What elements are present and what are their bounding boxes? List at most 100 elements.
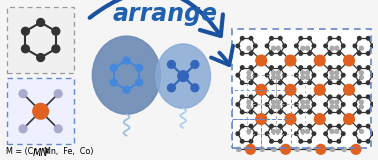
Circle shape	[249, 95, 253, 99]
Circle shape	[335, 76, 339, 80]
Circle shape	[249, 81, 253, 84]
Circle shape	[301, 71, 305, 75]
Circle shape	[324, 73, 327, 77]
Circle shape	[110, 64, 117, 71]
Circle shape	[123, 86, 130, 93]
FancyArrowPatch shape	[211, 46, 233, 65]
Circle shape	[330, 105, 334, 109]
Circle shape	[279, 36, 282, 40]
Circle shape	[285, 84, 296, 95]
Circle shape	[191, 60, 199, 68]
Circle shape	[359, 46, 363, 50]
Circle shape	[283, 73, 287, 77]
Circle shape	[330, 46, 334, 50]
Circle shape	[54, 90, 62, 98]
Circle shape	[37, 19, 45, 26]
Circle shape	[305, 105, 310, 109]
Circle shape	[240, 66, 244, 69]
Circle shape	[271, 46, 276, 50]
Circle shape	[358, 124, 361, 128]
Circle shape	[351, 144, 361, 154]
Circle shape	[335, 46, 339, 50]
Circle shape	[240, 36, 244, 40]
Circle shape	[260, 147, 264, 152]
Circle shape	[271, 76, 276, 80]
FancyArrowPatch shape	[90, 0, 223, 36]
Circle shape	[366, 36, 370, 40]
Circle shape	[301, 105, 305, 109]
Circle shape	[37, 54, 45, 61]
FancyBboxPatch shape	[8, 7, 74, 73]
Circle shape	[272, 147, 276, 152]
Circle shape	[305, 46, 310, 50]
Circle shape	[337, 95, 341, 99]
Circle shape	[308, 140, 311, 143]
Circle shape	[353, 44, 357, 48]
Circle shape	[294, 73, 298, 77]
Circle shape	[301, 129, 305, 133]
Circle shape	[359, 100, 363, 104]
Circle shape	[366, 110, 370, 114]
Circle shape	[324, 103, 327, 106]
Circle shape	[358, 95, 361, 99]
Circle shape	[307, 147, 311, 152]
Circle shape	[240, 52, 244, 55]
Circle shape	[294, 132, 298, 136]
Circle shape	[270, 81, 273, 84]
Circle shape	[167, 84, 175, 92]
Circle shape	[136, 79, 143, 86]
Circle shape	[110, 79, 117, 86]
Circle shape	[299, 140, 302, 143]
Circle shape	[337, 81, 341, 84]
Circle shape	[341, 132, 345, 136]
Circle shape	[371, 103, 374, 106]
Circle shape	[337, 36, 341, 40]
Circle shape	[371, 132, 374, 136]
Circle shape	[265, 132, 269, 136]
Circle shape	[342, 147, 346, 152]
Circle shape	[236, 103, 240, 106]
Circle shape	[371, 44, 374, 48]
Circle shape	[324, 132, 327, 136]
Text: 4: 4	[45, 149, 49, 155]
Circle shape	[271, 71, 276, 75]
Circle shape	[249, 66, 253, 69]
Circle shape	[19, 125, 27, 133]
Circle shape	[247, 105, 251, 109]
Circle shape	[328, 124, 332, 128]
Circle shape	[247, 129, 251, 133]
Circle shape	[279, 66, 282, 69]
Circle shape	[330, 71, 334, 75]
Circle shape	[316, 144, 325, 154]
Circle shape	[358, 140, 361, 143]
Circle shape	[305, 76, 310, 80]
Circle shape	[236, 44, 240, 48]
Circle shape	[344, 84, 355, 95]
Circle shape	[312, 103, 316, 106]
Circle shape	[294, 103, 298, 106]
Circle shape	[240, 124, 244, 128]
Circle shape	[247, 71, 251, 75]
Circle shape	[328, 110, 332, 114]
Circle shape	[256, 55, 266, 66]
Circle shape	[294, 44, 298, 48]
Circle shape	[366, 95, 370, 99]
Circle shape	[328, 36, 332, 40]
Circle shape	[353, 73, 357, 77]
Circle shape	[366, 140, 370, 143]
Circle shape	[52, 27, 60, 35]
Circle shape	[301, 46, 305, 50]
Circle shape	[249, 124, 253, 128]
Circle shape	[308, 110, 311, 114]
Circle shape	[335, 100, 339, 104]
Circle shape	[254, 132, 257, 136]
Circle shape	[256, 114, 266, 124]
Circle shape	[330, 129, 334, 133]
Circle shape	[366, 124, 370, 128]
Circle shape	[358, 36, 361, 40]
Circle shape	[312, 132, 316, 136]
FancyBboxPatch shape	[8, 78, 74, 144]
Circle shape	[358, 52, 361, 55]
Circle shape	[281, 144, 291, 154]
Circle shape	[271, 129, 276, 133]
